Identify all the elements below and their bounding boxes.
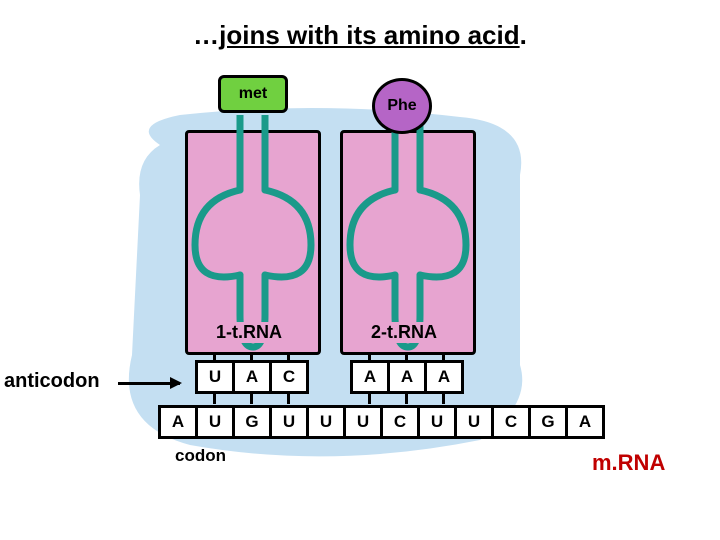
mrna-label: m.RNA [592, 450, 665, 476]
page-title: …joins with its amino acid. [0, 20, 720, 51]
mrna-base: U [343, 405, 383, 439]
mrna-base: C [380, 405, 420, 439]
anticodon-base: A [232, 360, 272, 394]
mrna-base: U [269, 405, 309, 439]
title-prefix: … [193, 20, 219, 50]
anticodon-base: U [195, 360, 235, 394]
mrna-base: G [528, 405, 568, 439]
amino-acid-met: met [218, 75, 288, 113]
title-suffix: . [520, 20, 527, 50]
amino-acid-phe: Phe [372, 78, 432, 134]
anticodon-row-left: U A C [195, 360, 309, 394]
mrna-base: A [565, 405, 605, 439]
mrna-base: U [195, 405, 235, 439]
title-underlined: joins with its amino acid [219, 20, 520, 50]
mrna-base: U [454, 405, 494, 439]
anticodon-base: A [350, 360, 390, 394]
anticodon-row-right: A A A [350, 360, 464, 394]
mrna-base: U [306, 405, 346, 439]
mrna-base: C [491, 405, 531, 439]
anticodon-base: A [424, 360, 464, 394]
trna-right-label: 2-t.RNA [365, 322, 443, 343]
mrna-base: U [417, 405, 457, 439]
anticodon-arrow [118, 382, 180, 385]
anticodon-label: anticodon [4, 370, 100, 393]
mrna-base: G [232, 405, 272, 439]
anticodon-base: C [269, 360, 309, 394]
trna-left-label: 1-t.RNA [210, 322, 288, 343]
mrna-row: A U G U U U C U U C G A [158, 405, 605, 439]
anticodon-base: A [387, 360, 427, 394]
codon-label: codon [175, 446, 226, 466]
mrna-base: A [158, 405, 198, 439]
